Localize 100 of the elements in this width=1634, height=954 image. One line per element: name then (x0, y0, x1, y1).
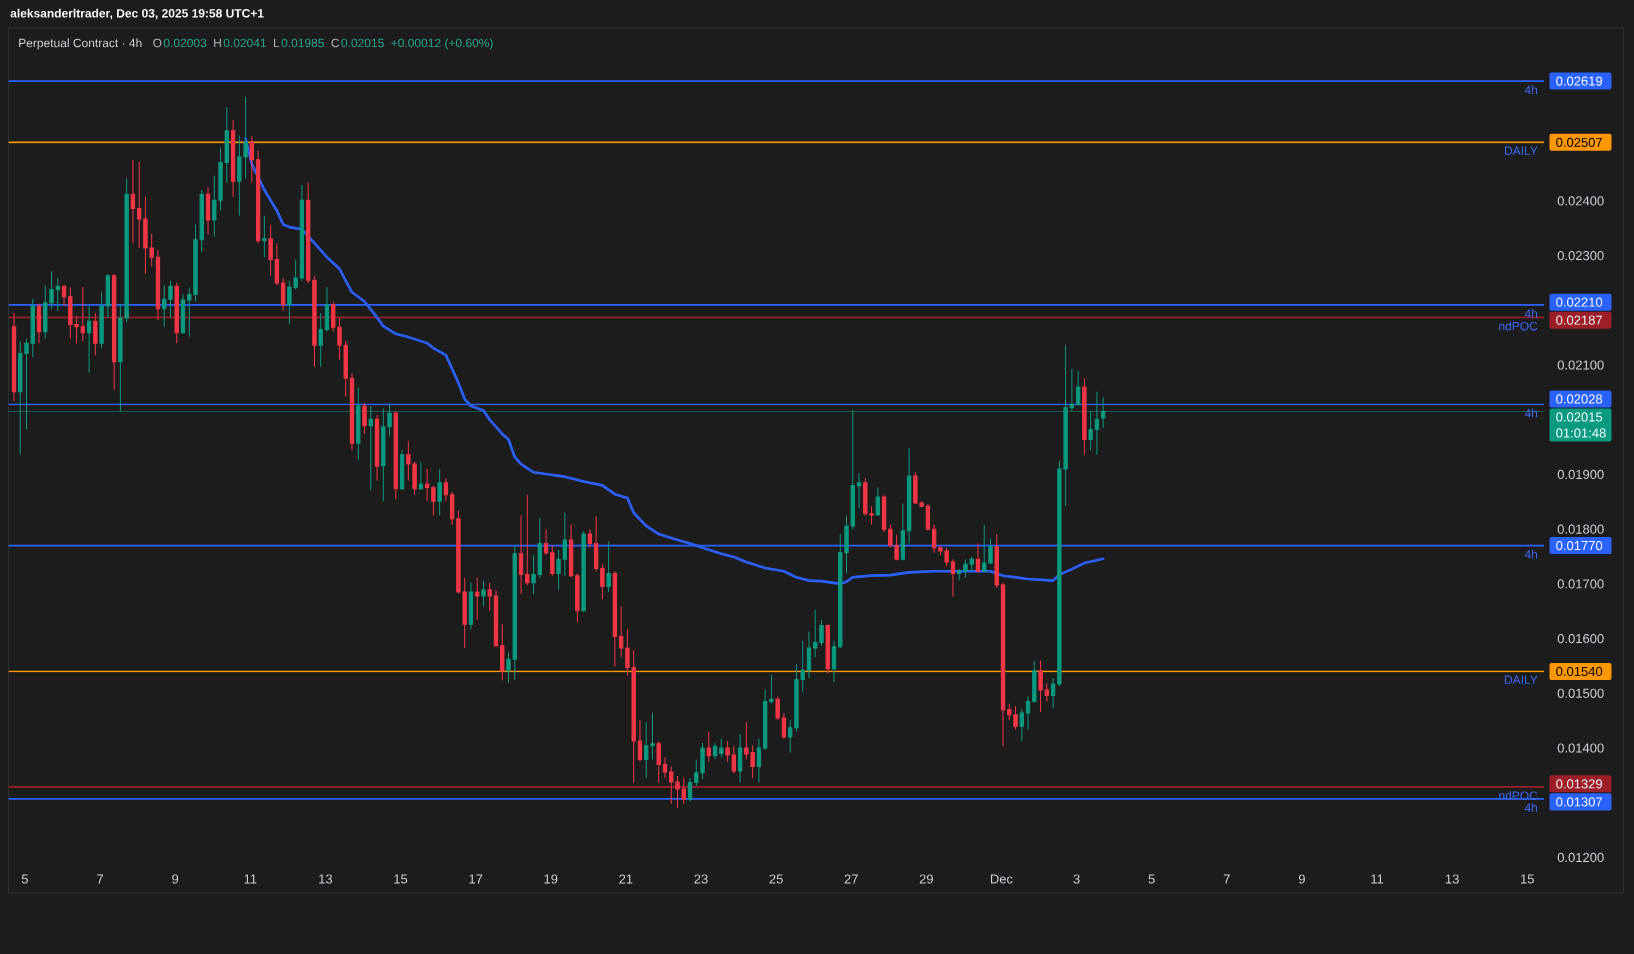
candlestick (481, 580, 486, 607)
x-tick-label: 5 (21, 874, 28, 884)
x-tick-label: 23 (694, 874, 708, 884)
ref-line-label: 4h (1524, 85, 1538, 94)
candlestick (518, 514, 524, 595)
candlestick (612, 570, 618, 667)
candlestick (1032, 659, 1037, 704)
candlestick (418, 461, 424, 491)
candlestick (906, 447, 912, 544)
candlestick (274, 243, 280, 286)
candlestick (568, 524, 574, 578)
annotation: 0.02015 (1556, 412, 1603, 422)
candlestick (318, 312, 323, 368)
x-tick-label: 7 (97, 874, 104, 884)
candlestick (587, 528, 593, 549)
candlestick (825, 623, 830, 675)
x-tick-label: 5 (1148, 874, 1155, 884)
candlestick (437, 468, 442, 516)
x-tick-label: 13 (1445, 874, 1459, 884)
candlestick (449, 491, 455, 526)
text: aleksanderltrader, Dec 03, 2025 19:58 UTC+1 (10, 8, 264, 20)
annotation: H (214, 38, 221, 48)
candlestick (550, 545, 555, 577)
ref-line-label: ndPOC (1499, 791, 1538, 800)
x-tick-label: 11 (244, 874, 257, 884)
candlestick (525, 494, 530, 586)
candlestick (769, 674, 774, 705)
candlestick (349, 372, 355, 451)
candlestick (543, 528, 549, 556)
candlestick (1019, 708, 1024, 742)
annotation: 0.01540 (1556, 666, 1603, 677)
candlestick (662, 756, 668, 779)
candlestick (687, 777, 693, 803)
candlestick (719, 738, 724, 758)
candlestick (831, 640, 837, 683)
candlestick (900, 502, 906, 561)
x-tick-label: 15 (1521, 874, 1534, 884)
y-tick-label: 0.01600 (1557, 633, 1604, 644)
candlestick (493, 589, 499, 648)
candlestick (155, 249, 161, 321)
candlestick (468, 582, 474, 630)
text: Perpetual Contract · 4h (19, 38, 142, 50)
candlestick (1000, 582, 1006, 747)
candlestick (950, 558, 956, 597)
candlestick (1082, 377, 1087, 456)
annotation: 0.01307 (1556, 797, 1603, 807)
candlestick (975, 542, 981, 573)
ref-line-label: DAILY (1505, 146, 1538, 155)
y-tick-label: 0.02300 (1557, 250, 1604, 261)
x-tick-label: 19 (544, 874, 558, 884)
x-tick-label: 21 (619, 874, 633, 884)
candlestick (581, 530, 586, 613)
candlestick (731, 745, 737, 774)
annotation: 0.02619 (1556, 76, 1603, 86)
annotation: 0.01770 (1556, 540, 1603, 551)
annotation: O (153, 38, 162, 48)
candlestick (575, 572, 580, 623)
y-tick-label: 0.01200 (1557, 852, 1604, 863)
x-tick-label: 25 (769, 874, 783, 884)
candlestick (230, 119, 236, 198)
x-tick-label: Dec (990, 874, 1013, 884)
ref-line-label: 4h (1524, 803, 1538, 812)
candlestick (36, 303, 42, 344)
candlestick (762, 688, 768, 751)
annotation: 0.02507 (1556, 137, 1603, 147)
x-tick-label: 7 (1223, 874, 1230, 884)
candlestick (881, 494, 887, 533)
candlestick (606, 540, 611, 593)
annotation: 0.01985 (281, 38, 324, 48)
candlestick (756, 738, 762, 783)
candlestick (500, 623, 505, 681)
annotation: +0.00012 (+0.60%) (391, 38, 493, 50)
candlestick (99, 291, 104, 349)
annotation: 0.02028 (1556, 394, 1603, 404)
candlestick (262, 215, 267, 258)
candlestick (806, 630, 812, 679)
candlestick (205, 186, 211, 235)
y-tick-label: 0.01400 (1557, 743, 1604, 753)
x-tick-label: 11 (1371, 874, 1384, 884)
candlestick (1075, 370, 1081, 407)
candlestick (925, 503, 931, 532)
candlestick (374, 414, 380, 481)
candlestick (1050, 677, 1056, 710)
candlestick (875, 487, 881, 516)
y-tick-label: 0.02400 (1557, 196, 1604, 206)
ref-line-label: 4h (1524, 408, 1538, 418)
candlestick (856, 472, 862, 509)
candlestick (706, 731, 711, 763)
candlestick (393, 410, 399, 500)
candlestick (11, 312, 17, 402)
annotation: C (331, 38, 340, 48)
candlestick (299, 184, 305, 282)
candlestick (443, 477, 449, 502)
candlestick (637, 719, 643, 763)
x-tick-label: 9 (1298, 874, 1305, 884)
candlestick (86, 305, 92, 374)
y-tick-label: 0.01500 (1557, 688, 1604, 698)
candlestick (130, 159, 136, 245)
candlestick (600, 563, 605, 600)
x-tick-label: 15 (394, 874, 408, 884)
